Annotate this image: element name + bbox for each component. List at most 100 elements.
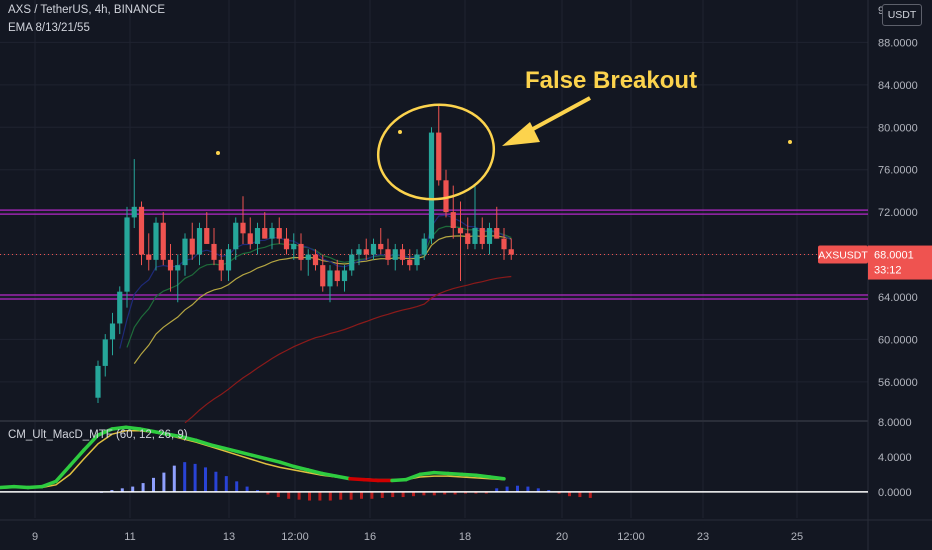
candle-body <box>341 270 348 282</box>
time-axis-label: 20 <box>556 531 568 543</box>
candle <box>131 159 137 229</box>
candle-body <box>472 228 478 244</box>
macd-histogram-bar <box>422 491 426 496</box>
candle <box>465 217 471 250</box>
macd-histogram-bar <box>370 491 374 499</box>
candle <box>320 254 326 292</box>
candle <box>269 222 275 250</box>
macd-line-segment <box>82 433 100 452</box>
candle <box>356 243 362 266</box>
ema13-line <box>126 225 512 348</box>
macd-line-segment <box>348 476 366 482</box>
candle-body <box>283 238 290 250</box>
candle-body <box>501 238 507 250</box>
macd-histogram-bar <box>276 491 280 498</box>
macd-line-segment <box>446 471 464 477</box>
macd-histogram-bar <box>141 483 145 492</box>
macd-histogram-bar <box>453 491 457 495</box>
macd-line-segment <box>292 464 310 472</box>
candle <box>407 249 413 271</box>
candle-body <box>312 254 319 266</box>
candle-body <box>211 243 217 260</box>
price-badge: AXSUSDT 68.0001 33:12 <box>818 245 932 280</box>
macd-histogram-bar <box>224 476 228 492</box>
candle-body <box>399 249 406 260</box>
macd-line-segment <box>26 484 44 490</box>
macd-histogram-bar <box>432 491 436 496</box>
candle-body <box>124 217 130 292</box>
candle <box>363 238 369 260</box>
last-price-badge-bg <box>868 245 932 280</box>
macd-line-segment <box>68 448 86 468</box>
price-axis-label: 76.0000 <box>878 165 918 177</box>
candle-body <box>240 222 246 234</box>
candle <box>494 206 500 239</box>
macd-histogram-bar <box>516 485 519 492</box>
price-axis-label: 60.0000 <box>878 334 918 346</box>
macd-line-segment <box>432 470 450 476</box>
time-axis-label: 16 <box>364 531 376 543</box>
candle <box>428 127 435 244</box>
time-axis-label: 12:00 <box>617 531 645 543</box>
candle-body <box>160 222 166 260</box>
candle <box>283 228 290 255</box>
candle <box>189 222 195 260</box>
time-axis-label: 23 <box>697 531 709 543</box>
price-axis-label: 80.0000 <box>878 122 918 134</box>
macd-histogram-bar <box>328 491 332 501</box>
candle <box>443 169 449 218</box>
candle-body <box>225 249 232 271</box>
annotation-dot <box>398 130 402 134</box>
macd-line-segment <box>124 425 142 431</box>
price-axis-label: 56.0000 <box>878 377 918 389</box>
macd-histogram-bar <box>391 491 395 498</box>
macd-histogram-bar <box>474 491 478 494</box>
macd-histogram-bar <box>245 486 249 492</box>
price-axis-label: 88.0000 <box>878 37 918 49</box>
candle-body <box>233 222 239 250</box>
time-axis-label: 13 <box>223 531 235 543</box>
price-axis-label: 72.0000 <box>878 207 918 219</box>
candle <box>378 228 384 255</box>
macd-line-segment <box>40 479 58 489</box>
macd-histogram-bar <box>287 491 291 499</box>
candle-body <box>182 238 188 266</box>
macd-line-segment <box>320 471 338 478</box>
candle-body <box>254 228 261 244</box>
macd-line-segment <box>110 425 128 431</box>
time-axis-label: 25 <box>791 531 803 543</box>
symbol-legend[interactable]: AXS / TetherUS, 4h, BINANCE <box>8 4 166 16</box>
candle-body <box>327 270 333 287</box>
candle-body <box>204 228 210 244</box>
candle-body <box>334 270 340 282</box>
candle <box>341 265 348 292</box>
macd-line-segment <box>194 438 212 447</box>
candle <box>305 249 311 276</box>
macd-line-segment <box>166 432 184 439</box>
annotation-text: False Breakout <box>525 67 697 94</box>
candle <box>457 201 464 282</box>
macd-signal-line <box>0 429 505 490</box>
ema-legend[interactable]: EMA 8/13/21/55 <box>8 22 90 34</box>
candle-body <box>465 233 471 244</box>
ema55-line <box>184 275 512 424</box>
macd-line-segment <box>404 472 422 482</box>
candle-body <box>189 238 195 255</box>
candle <box>349 249 355 276</box>
macd-line-segment <box>474 473 492 479</box>
macd-axis-label: 8.0000 <box>878 417 912 429</box>
currency-unit-button[interactable]: USDT <box>882 4 922 26</box>
macd-histogram-bar <box>297 491 301 500</box>
candle <box>291 233 297 260</box>
candle-body <box>102 339 108 366</box>
macd-histogram-bar <box>349 491 353 500</box>
macd-line-segment <box>236 449 254 457</box>
macd-line-segment <box>334 474 352 481</box>
candle <box>414 249 420 271</box>
symbol-badge-bg <box>818 245 868 264</box>
candle-body <box>450 212 456 229</box>
symbol-badge-text: AXSUSDT <box>818 250 868 262</box>
macd-histogram-bar <box>318 491 322 501</box>
macd-legend[interactable]: CM_Ult_MacD_MTF (60, 12, 26, 9) <box>8 429 188 441</box>
